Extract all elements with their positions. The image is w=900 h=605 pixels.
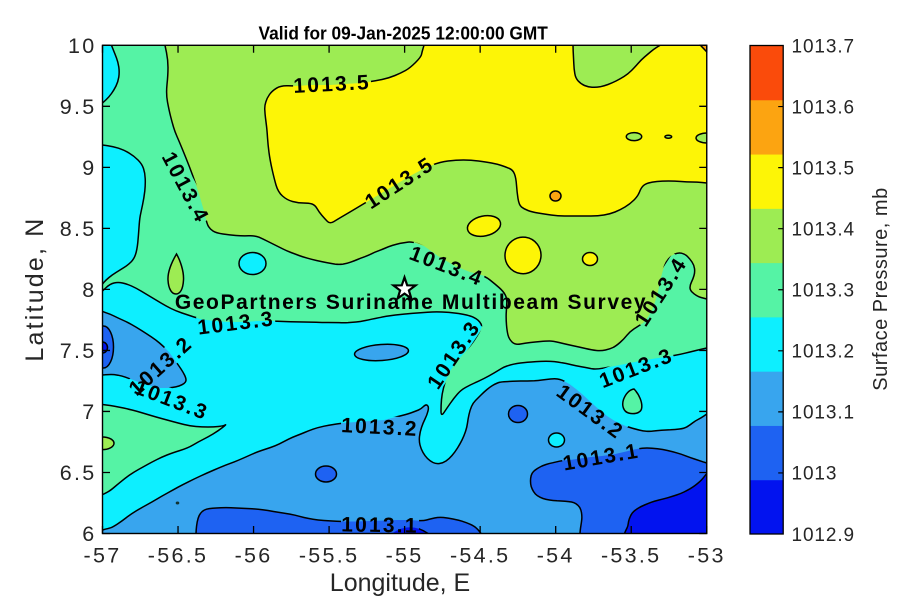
svg-text:-55: -55 [386, 544, 424, 568]
svg-text:Longitude, E: Longitude, E [330, 569, 470, 597]
svg-text:-57: -57 [84, 544, 122, 568]
svg-text:1013: 1013 [792, 464, 838, 485]
svg-text:8: 8 [82, 278, 96, 302]
svg-text:Surface Pressure, mb: Surface Pressure, mb [870, 187, 892, 390]
svg-text:-54: -54 [537, 544, 575, 568]
svg-text:-55.5: -55.5 [299, 544, 360, 568]
svg-text:9: 9 [82, 156, 96, 180]
svg-text:-53.5: -53.5 [601, 544, 662, 568]
svg-text:GeoPartners Suriname Multibeam: GeoPartners Suriname Multibeam Survey [175, 291, 647, 314]
svg-text:-56: -56 [235, 544, 273, 568]
svg-text:1013.3: 1013.3 [792, 281, 856, 302]
svg-text:8.5: 8.5 [60, 217, 97, 241]
svg-text:Valid for 09-Jan-2025 12:00:00: Valid for 09-Jan-2025 12:00:00 GMT [259, 23, 548, 44]
svg-text:1013.1: 1013.1 [792, 403, 856, 424]
svg-text:1013.5: 1013.5 [293, 71, 372, 98]
svg-text:6.5: 6.5 [60, 461, 97, 485]
svg-text:10: 10 [68, 34, 97, 58]
svg-text:-56.5: -56.5 [148, 544, 209, 568]
svg-text:1013.2: 1013.2 [341, 414, 420, 441]
svg-text:6: 6 [82, 522, 96, 546]
svg-text:1013.1: 1013.1 [341, 513, 419, 537]
svg-text:1013.2: 1013.2 [792, 342, 856, 363]
svg-text:1013.6: 1013.6 [792, 97, 856, 118]
svg-text:-54.5: -54.5 [450, 544, 511, 568]
svg-text:7: 7 [82, 400, 96, 424]
svg-text:7.5: 7.5 [60, 339, 97, 363]
svg-text:1013.4: 1013.4 [792, 220, 856, 241]
svg-text:-53: -53 [688, 544, 726, 568]
svg-text:Latitude, N: Latitude, N [21, 216, 49, 361]
svg-text:1012.9: 1012.9 [792, 525, 856, 546]
svg-text:9.5: 9.5 [60, 95, 97, 119]
svg-text:1013.7: 1013.7 [792, 36, 856, 57]
svg-text:1013.5: 1013.5 [792, 158, 856, 179]
